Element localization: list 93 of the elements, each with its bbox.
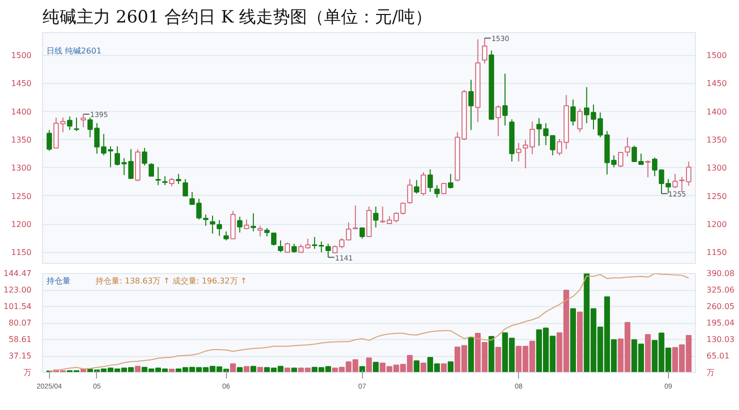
candlestick bbox=[176, 173, 182, 185]
annotation: 日线 纯碱2601 bbox=[46, 46, 102, 56]
y2-tick-label: 万 bbox=[706, 368, 714, 377]
candlestick bbox=[373, 206, 378, 228]
y-tick-label: 1200 bbox=[11, 220, 32, 230]
candlestick bbox=[420, 172, 426, 196]
bar bbox=[440, 363, 447, 372]
y2-tick-label: 390.08 bbox=[706, 269, 734, 278]
candlestick bbox=[618, 151, 624, 168]
candlestick bbox=[210, 215, 216, 234]
candlestick bbox=[624, 136, 630, 157]
bar bbox=[448, 361, 454, 372]
candlestick bbox=[142, 148, 148, 166]
bar bbox=[414, 360, 420, 372]
bar bbox=[645, 334, 651, 372]
y2-tick-label: 130.03 bbox=[706, 335, 734, 344]
candlestick bbox=[352, 204, 358, 230]
candlestick bbox=[468, 79, 474, 130]
candlestick bbox=[577, 108, 583, 133]
candlestick bbox=[434, 184, 440, 198]
bar bbox=[576, 312, 583, 372]
y2-tick-label: 1300 bbox=[706, 164, 727, 173]
y2-tick-label: 1150 bbox=[706, 248, 727, 258]
y-tick-label: 101.54 bbox=[4, 302, 32, 312]
candlestick bbox=[216, 220, 222, 236]
bar bbox=[570, 308, 576, 372]
candlestick bbox=[428, 168, 433, 192]
candlestick bbox=[496, 104, 501, 137]
y-tick-label: 1400 bbox=[11, 107, 32, 116]
y-tick-label: 1250 bbox=[11, 192, 32, 201]
annotation: 持仓量: 138.63万 ↑ 成交量: 196.32万 ↑ bbox=[96, 276, 247, 286]
candlestick bbox=[672, 173, 678, 188]
candlestick bbox=[237, 216, 242, 234]
candlestick bbox=[80, 114, 86, 128]
y-tick-label: 58.61 bbox=[8, 335, 32, 344]
candlestick bbox=[326, 243, 331, 258]
candlestick bbox=[570, 99, 576, 126]
y2-tick-label: 1200 bbox=[706, 220, 727, 230]
candlestick bbox=[448, 173, 454, 190]
candlestick bbox=[67, 116, 72, 130]
candlestick bbox=[502, 73, 508, 126]
y2-tick-label: 195.04 bbox=[706, 318, 734, 328]
y-tick-label: 80.07 bbox=[8, 318, 32, 328]
line-series bbox=[48, 274, 690, 372]
candlestick bbox=[46, 129, 52, 152]
bar bbox=[284, 368, 290, 372]
candlestick bbox=[414, 180, 420, 194]
y-tick-label: 1350 bbox=[11, 136, 32, 145]
y2-tick-label: 1400 bbox=[706, 107, 727, 116]
candlestick bbox=[407, 178, 412, 204]
y-tick-label: 1150 bbox=[11, 248, 32, 258]
candlestick bbox=[278, 240, 284, 253]
bar bbox=[244, 366, 250, 372]
y2-tick-label: 65.01 bbox=[706, 352, 730, 360]
candlestick bbox=[148, 162, 154, 177]
candlestick bbox=[203, 214, 208, 226]
y-tick-label: 1500 bbox=[11, 51, 32, 60]
candlestick bbox=[182, 178, 188, 196]
y-tick-label: 万 bbox=[24, 368, 32, 377]
bar bbox=[495, 346, 502, 372]
candlestick bbox=[516, 142, 522, 162]
y-tick-label: 144.47 bbox=[4, 269, 32, 278]
bar bbox=[488, 336, 494, 372]
candlestick bbox=[284, 242, 290, 253]
bar bbox=[468, 336, 474, 372]
candlestick bbox=[74, 117, 80, 132]
y2-tick-label: 1350 bbox=[706, 136, 727, 145]
y2-tick-label: 1250 bbox=[706, 192, 727, 201]
bar bbox=[236, 367, 243, 372]
candlestick bbox=[250, 212, 256, 232]
bar bbox=[366, 358, 372, 372]
bar bbox=[420, 362, 426, 372]
annotation: 持仓量 bbox=[46, 276, 70, 286]
candlestick bbox=[223, 230, 229, 241]
y-tick-label: 123.00 bbox=[4, 286, 32, 295]
candlestick bbox=[257, 225, 263, 237]
candlestick bbox=[292, 243, 297, 254]
bar bbox=[372, 362, 379, 372]
y-tick-label: 37.15 bbox=[8, 352, 32, 361]
y2-tick-label: 325.06 bbox=[706, 286, 734, 294]
bar bbox=[230, 363, 236, 372]
candlestick bbox=[645, 160, 651, 178]
candlestick bbox=[155, 166, 161, 186]
candlestick bbox=[482, 38, 488, 64]
bar bbox=[291, 368, 298, 372]
y-tick-label: 1300 bbox=[11, 164, 32, 173]
candlestick bbox=[271, 232, 276, 246]
y2-tick-label: 260.05 bbox=[706, 302, 734, 311]
y2-tick-label: 1450 bbox=[706, 79, 727, 88]
chart-title: 纯碱主力 2601 合约日 K 线走势图（单位：元/吨） bbox=[42, 8, 432, 28]
candlestick bbox=[162, 176, 168, 186]
y2-tick-label: 1500 bbox=[706, 51, 727, 60]
y-tick-label: 1450 bbox=[11, 79, 32, 88]
